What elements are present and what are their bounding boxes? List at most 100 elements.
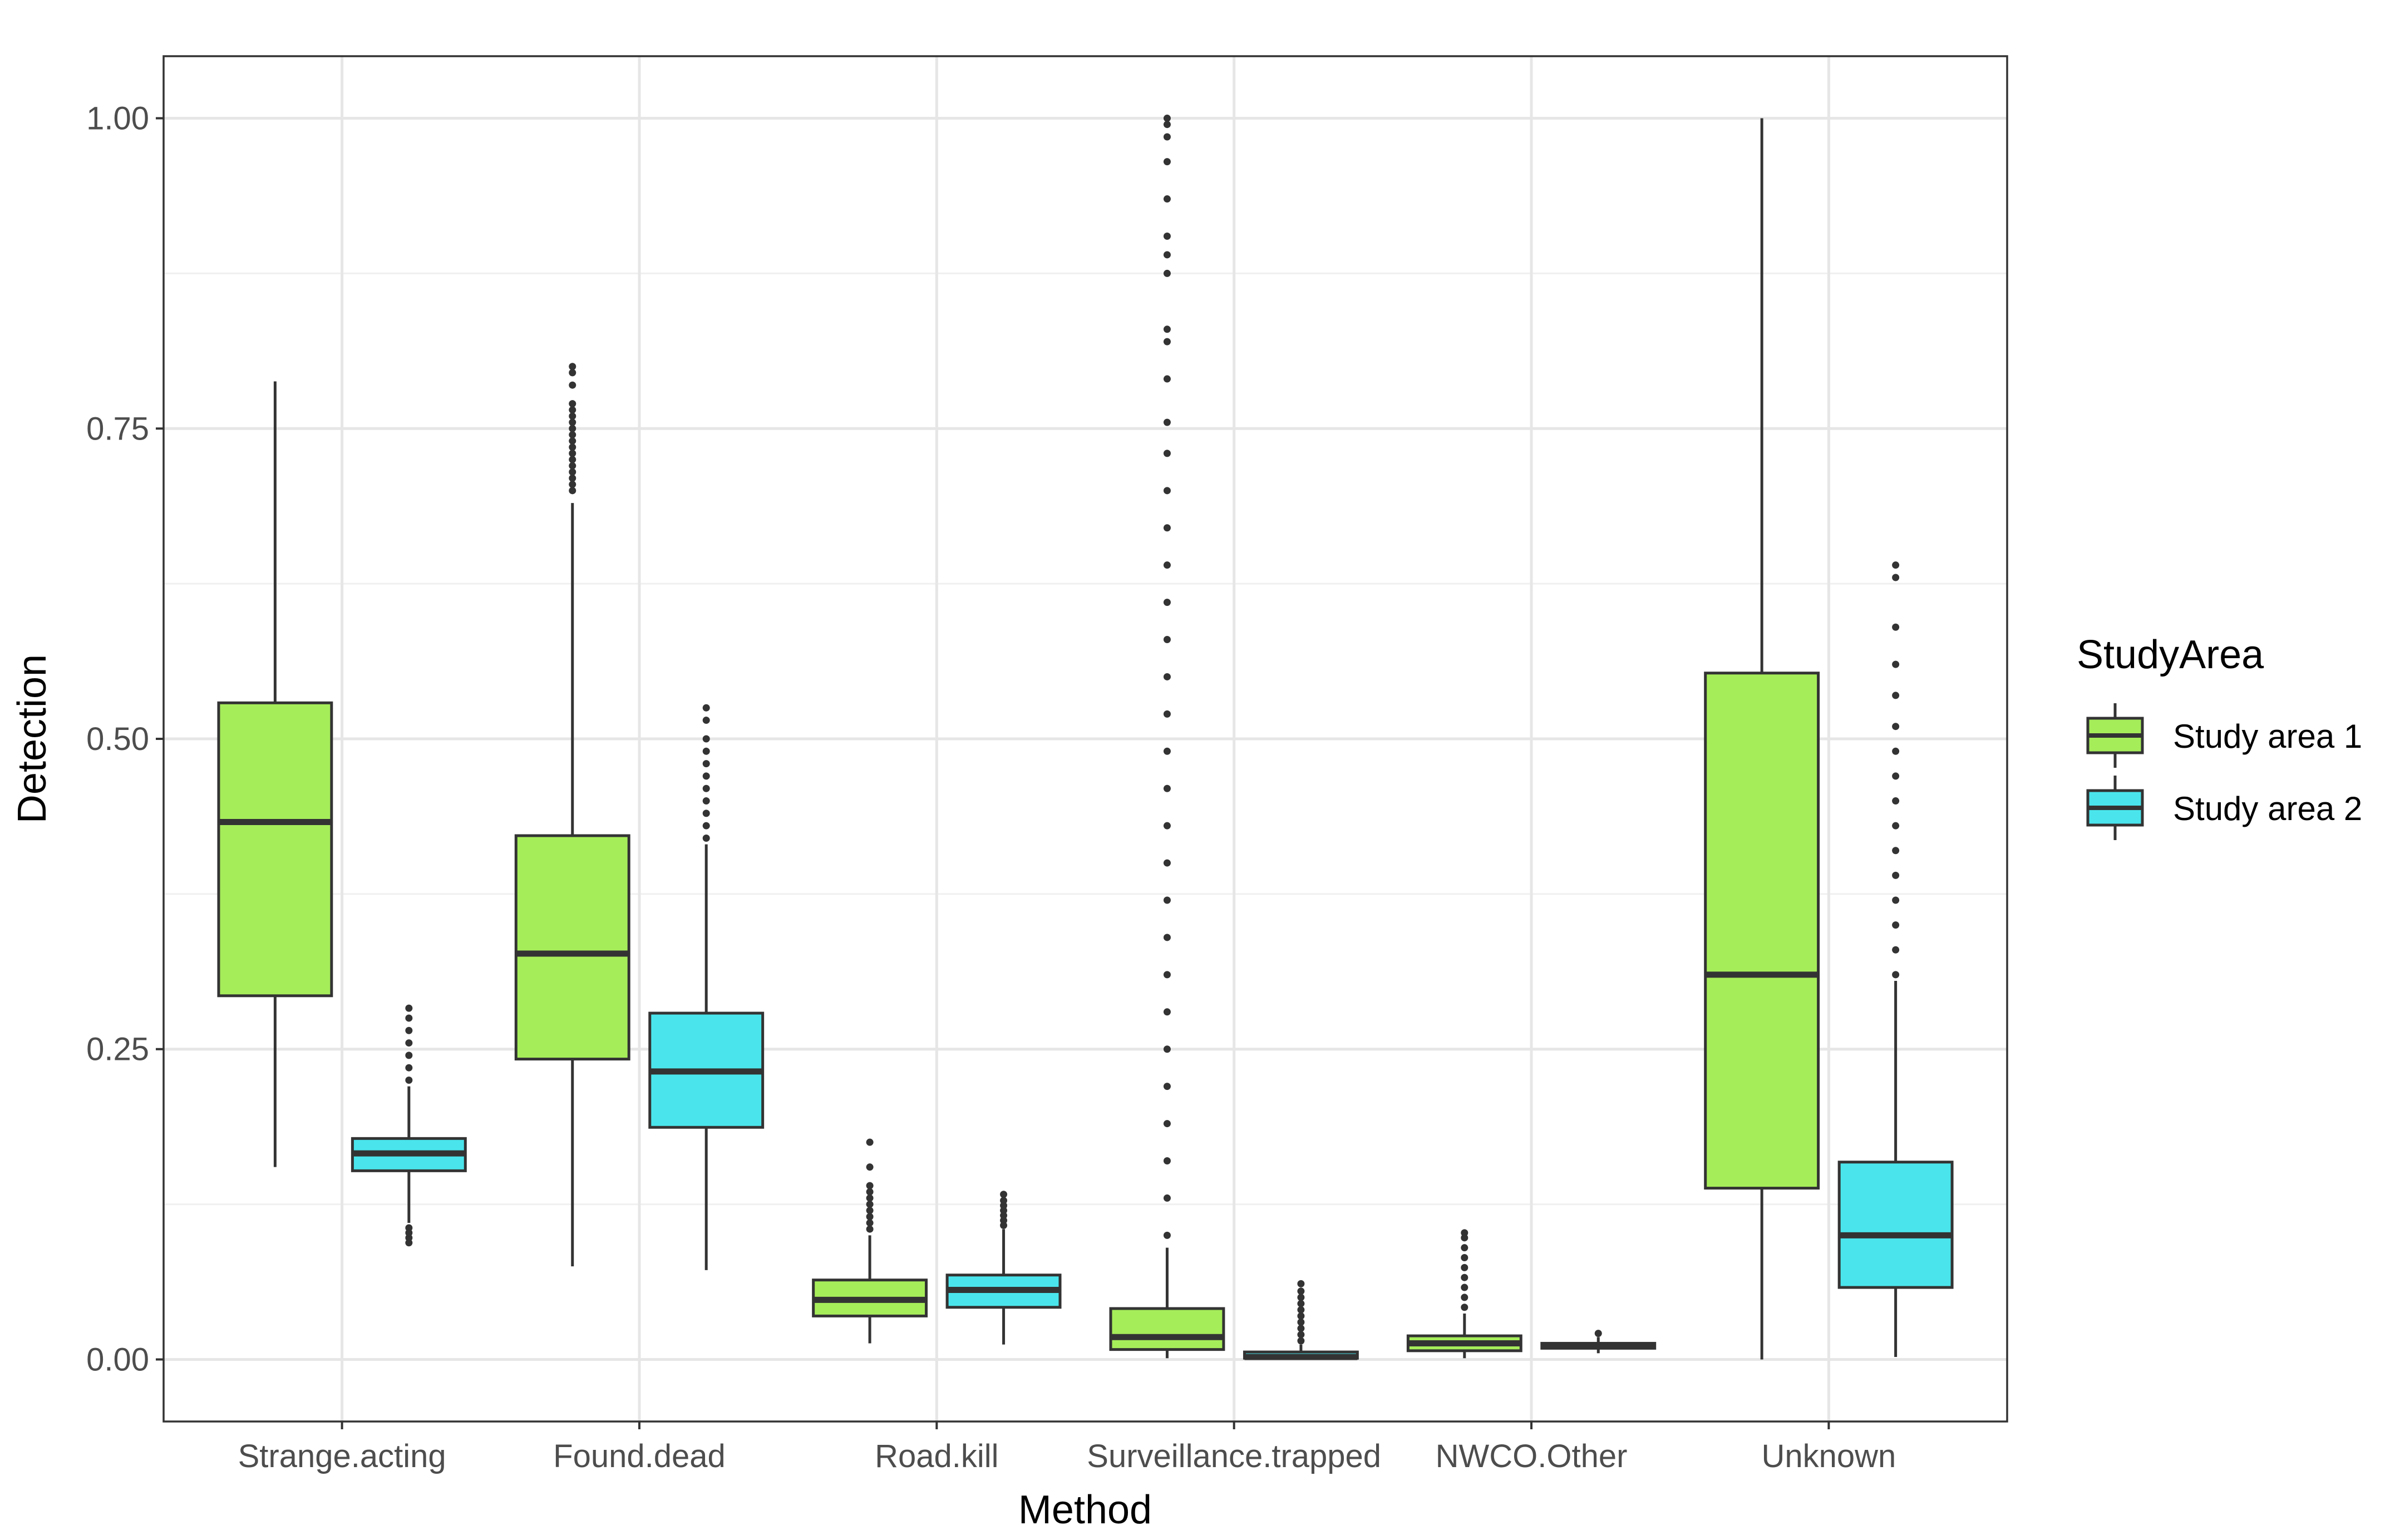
outlier-point — [569, 487, 576, 495]
legend-label-study-area-2: Study area 2 — [2173, 790, 2362, 827]
outlier-point — [866, 1219, 874, 1227]
outlier-point — [1892, 971, 1900, 979]
outlier-point — [1892, 921, 1900, 929]
outlier-point — [1892, 797, 1900, 805]
outlier-point — [569, 406, 576, 414]
outlier-point — [702, 784, 710, 792]
outlier-point — [702, 772, 710, 780]
outlier-point — [1163, 1045, 1171, 1053]
outlier-point — [1163, 710, 1171, 718]
box-1-Found.dead — [514, 363, 630, 1267]
outlier-point — [569, 456, 576, 463]
outlier-point — [569, 481, 576, 488]
outlier-point — [866, 1225, 874, 1233]
outlier-point — [569, 468, 576, 476]
outlier-point — [1461, 1229, 1468, 1237]
outlier-point — [702, 717, 710, 724]
outlier-point — [866, 1188, 874, 1196]
outlier-point — [1163, 747, 1171, 755]
outlier-point — [1163, 487, 1171, 495]
outlier-point — [405, 1052, 413, 1059]
outlier-point — [866, 1138, 874, 1146]
outlier-point — [1163, 859, 1171, 867]
outlier-point — [569, 437, 576, 445]
outlier-point — [569, 418, 576, 426]
outlier-point — [1163, 822, 1171, 830]
x-tick-label: NWCO.Other — [1436, 1438, 1628, 1474]
outlier-point — [702, 834, 710, 842]
outlier-point — [1163, 251, 1171, 259]
outlier-point — [1461, 1263, 1468, 1271]
outlier-point — [1000, 1191, 1008, 1198]
outlier-point — [1892, 623, 1900, 631]
outlier-point — [569, 431, 576, 438]
outlier-point — [1892, 692, 1900, 699]
box-2-Strange.acting — [351, 1004, 467, 1247]
x-tick-label: Strange.acting — [238, 1438, 446, 1474]
x-tick-label: Found.dead — [553, 1438, 726, 1474]
outlier-point — [866, 1207, 874, 1215]
outlier-point — [1297, 1325, 1305, 1332]
outlier-point — [1892, 723, 1900, 730]
outlier-point — [405, 1224, 413, 1232]
grid-lines — [164, 56, 2007, 1421]
outlier-point — [702, 797, 710, 805]
outlier-point — [866, 1163, 874, 1171]
outlier-point — [1461, 1284, 1468, 1291]
outlier-point — [1163, 971, 1171, 979]
outlier-point — [1892, 822, 1900, 830]
outlier-point — [1892, 847, 1900, 855]
box-1-NWCO.Other — [1406, 1229, 1522, 1359]
legend-label-study-area-1: Study area 1 — [2173, 718, 2362, 755]
outlier-point — [405, 1229, 413, 1237]
box-iqr — [514, 834, 630, 1061]
y-tick-label: 0.50 — [86, 721, 149, 757]
y-axis-title: Detection — [10, 654, 55, 823]
outlier-point — [1892, 660, 1900, 668]
outlier-point — [569, 443, 576, 451]
outlier-point — [1163, 784, 1171, 792]
outlier-point — [405, 1239, 413, 1247]
box-2-NWCO.Other — [1540, 1330, 1657, 1354]
outlier-point — [1000, 1207, 1008, 1215]
outlier-point — [1297, 1280, 1305, 1287]
legend: StudyArea Study area 1 Study area 2 — [2077, 633, 2362, 840]
outlier-point — [1892, 747, 1900, 755]
outlier-point — [405, 1004, 413, 1012]
outlier-point — [702, 822, 710, 830]
outlier-point — [569, 381, 576, 389]
box-2-Surveillance.trapped — [1243, 1280, 1359, 1360]
box-1-Unknown — [1704, 118, 1820, 1360]
outlier-point — [569, 425, 576, 432]
outlier-point — [866, 1201, 874, 1208]
outlier-point — [1297, 1306, 1305, 1314]
outlier-point — [1163, 1083, 1171, 1090]
outlier-point — [405, 1077, 413, 1084]
outlier-point — [569, 369, 576, 377]
outlier-point — [1000, 1217, 1008, 1225]
outlier-point — [1163, 1194, 1171, 1202]
box-iqr — [217, 701, 333, 998]
outlier-point — [569, 400, 576, 408]
outlier-point — [1163, 673, 1171, 680]
outlier-point — [405, 1026, 413, 1034]
outlier-point — [569, 462, 576, 470]
outlier-point — [569, 412, 576, 420]
outlier-point — [1000, 1212, 1008, 1220]
legend-title: StudyArea — [2077, 633, 2264, 677]
legend-keys — [2086, 703, 2144, 840]
outlier-point — [405, 1039, 413, 1047]
outlier-point — [1163, 1008, 1171, 1016]
x-tick-label: Road.kill — [875, 1438, 998, 1474]
outlier-point — [1461, 1244, 1468, 1252]
box-1-Road.kill — [812, 1138, 928, 1344]
outlier-point — [1297, 1294, 1305, 1301]
outlier-point — [866, 1213, 874, 1221]
outlier-point — [702, 760, 710, 768]
y-tick-label: 0.75 — [86, 411, 149, 447]
y-axis: 0.00 0.25 0.50 0.75 1.00 — [86, 101, 164, 1378]
outlier-point — [1297, 1337, 1305, 1345]
outlier-point — [1163, 1120, 1171, 1128]
outlier-point — [1163, 599, 1171, 606]
box-series — [217, 115, 1954, 1360]
